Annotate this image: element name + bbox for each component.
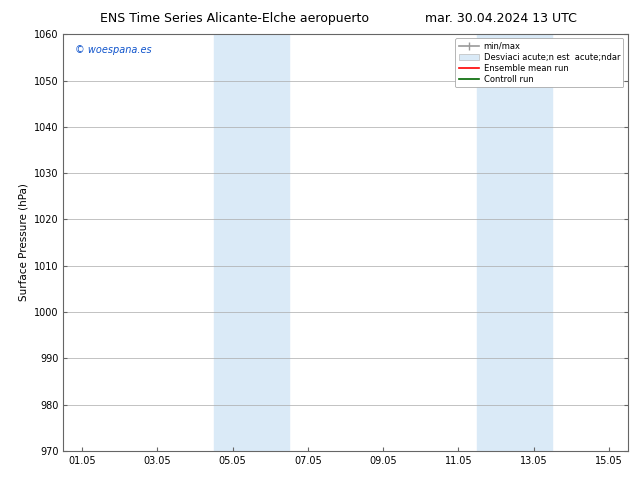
Text: mar. 30.04.2024 13 UTC: mar. 30.04.2024 13 UTC [425, 12, 577, 25]
Text: © woespana.es: © woespana.es [75, 45, 152, 55]
Bar [214, 34, 289, 451]
Bar [477, 34, 552, 451]
Y-axis label: Surface Pressure (hPa): Surface Pressure (hPa) [18, 184, 29, 301]
Text: ENS Time Series Alicante-Elche aeropuerto: ENS Time Series Alicante-Elche aeropuert… [100, 12, 369, 25]
Legend: min/max, Desviaci acute;n est  acute;ndar, Ensemble mean run, Controll run: min/max, Desviaci acute;n est acute;ndar… [455, 39, 623, 87]
